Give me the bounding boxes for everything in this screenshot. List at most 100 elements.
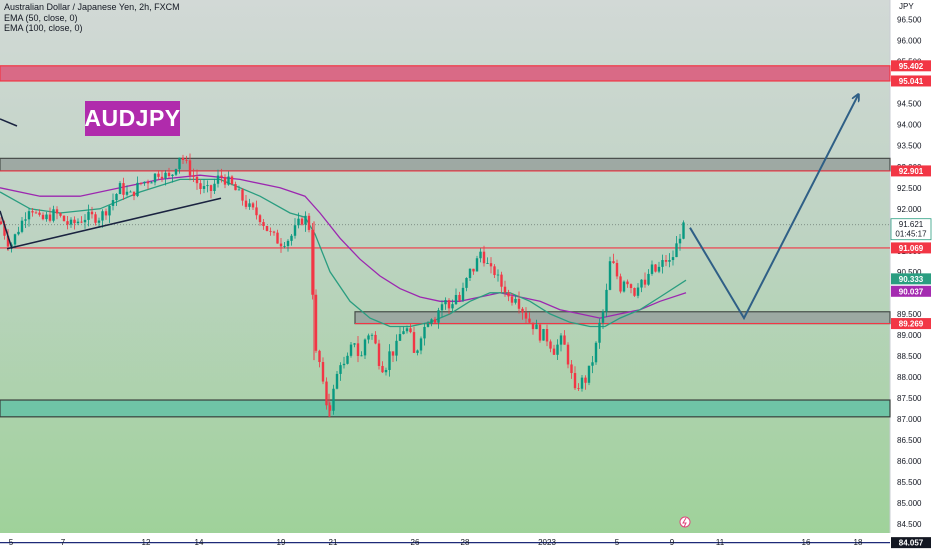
candle-body bbox=[643, 279, 647, 285]
candle bbox=[206, 180, 209, 193]
candle bbox=[489, 257, 493, 274]
last-price-countdown: 01:45:17 bbox=[895, 230, 927, 239]
candle bbox=[276, 229, 279, 244]
candle-body bbox=[591, 362, 594, 366]
candle bbox=[367, 333, 370, 344]
ema100-line[interactable] bbox=[0, 174, 687, 319]
candle-body bbox=[437, 310, 440, 323]
candle-body bbox=[465, 277, 468, 288]
projection-arrow[interactable] bbox=[689, 95, 858, 321]
candle bbox=[542, 328, 545, 341]
candle-body bbox=[94, 214, 97, 223]
candle-body bbox=[118, 183, 122, 195]
candle bbox=[451, 299, 454, 312]
candle bbox=[27, 207, 31, 227]
candle-body bbox=[192, 175, 195, 177]
candle-body bbox=[363, 339, 367, 356]
candle bbox=[122, 177, 125, 201]
candle-body bbox=[272, 231, 276, 233]
candle bbox=[668, 253, 671, 268]
candle-body bbox=[503, 286, 507, 293]
candle bbox=[332, 384, 335, 415]
candle bbox=[573, 366, 577, 390]
candle bbox=[45, 211, 48, 222]
upper-gray-zone[interactable] bbox=[0, 157, 891, 172]
support-zone[interactable] bbox=[0, 399, 891, 418]
candle bbox=[500, 271, 503, 293]
candle bbox=[41, 212, 45, 221]
candle bbox=[216, 169, 220, 188]
candle-body bbox=[45, 214, 48, 220]
candle bbox=[563, 330, 566, 345]
ascending-trendline[interactable] bbox=[6, 197, 222, 250]
candle bbox=[311, 222, 314, 300]
ema50-line[interactable] bbox=[0, 178, 687, 328]
price-label-resistance: 92.901 bbox=[891, 165, 931, 177]
candle-body bbox=[447, 300, 451, 309]
candle bbox=[370, 333, 374, 340]
candle bbox=[545, 324, 549, 347]
candle bbox=[185, 155, 188, 164]
candle bbox=[605, 283, 608, 318]
candle-body bbox=[636, 287, 640, 296]
left-wedge-line[interactable] bbox=[0, 210, 13, 249]
candle-body bbox=[167, 172, 171, 176]
candle-body bbox=[6, 235, 10, 247]
candle-body bbox=[671, 257, 675, 261]
last-price-value: 91.621 bbox=[899, 220, 924, 229]
legend-ema100[interactable]: EMA (100, close, 0) bbox=[4, 23, 83, 33]
candle-body bbox=[451, 304, 454, 309]
candle-body bbox=[661, 260, 664, 267]
candle-body bbox=[461, 287, 465, 301]
candle bbox=[493, 264, 496, 278]
time-tick-label: 11 bbox=[716, 538, 725, 547]
candle bbox=[598, 318, 601, 349]
candle-body bbox=[545, 329, 549, 342]
candle-body bbox=[230, 176, 234, 185]
candle bbox=[293, 218, 297, 239]
candle-body bbox=[244, 200, 248, 207]
candle bbox=[479, 248, 482, 263]
candle bbox=[181, 154, 185, 164]
candle bbox=[643, 272, 647, 288]
candle bbox=[486, 257, 489, 264]
candle-body bbox=[262, 222, 265, 227]
candle-body bbox=[31, 211, 34, 213]
candle-body bbox=[104, 211, 108, 216]
price-label-box bbox=[891, 242, 931, 254]
top-resistance-zone[interactable] bbox=[0, 65, 891, 82]
time-axis-background bbox=[0, 533, 932, 550]
candle-body bbox=[395, 340, 398, 356]
candle bbox=[482, 245, 486, 267]
candle bbox=[629, 283, 633, 294]
candle-body bbox=[332, 388, 335, 411]
left-fragment-line[interactable] bbox=[0, 118, 18, 127]
candle bbox=[517, 291, 521, 314]
candle bbox=[514, 294, 517, 305]
candle bbox=[419, 336, 423, 355]
candle bbox=[475, 255, 479, 272]
candle-body bbox=[598, 322, 601, 343]
price-tick-label: 87.000 bbox=[897, 415, 922, 424]
price-label-ema100: 90.037 bbox=[891, 285, 931, 297]
candle-body bbox=[580, 377, 584, 389]
candle bbox=[384, 367, 388, 376]
candle-body bbox=[475, 258, 479, 272]
candle-body bbox=[444, 300, 447, 305]
price-tick-label: 86.000 bbox=[897, 457, 922, 466]
time-tick-label: 18 bbox=[854, 538, 863, 547]
candle bbox=[255, 200, 258, 220]
candle-body bbox=[433, 319, 437, 323]
candle bbox=[80, 216, 83, 224]
candle-body bbox=[482, 251, 486, 264]
candle bbox=[286, 239, 290, 252]
candle bbox=[412, 326, 416, 354]
legend-ema50[interactable]: EMA (50, close, 0) bbox=[4, 12, 78, 23]
price-tick-label: 92.000 bbox=[897, 205, 922, 214]
candle-body bbox=[668, 260, 671, 262]
price-tick-label: 86.500 bbox=[897, 436, 922, 445]
lightning-icon[interactable] bbox=[679, 516, 691, 528]
